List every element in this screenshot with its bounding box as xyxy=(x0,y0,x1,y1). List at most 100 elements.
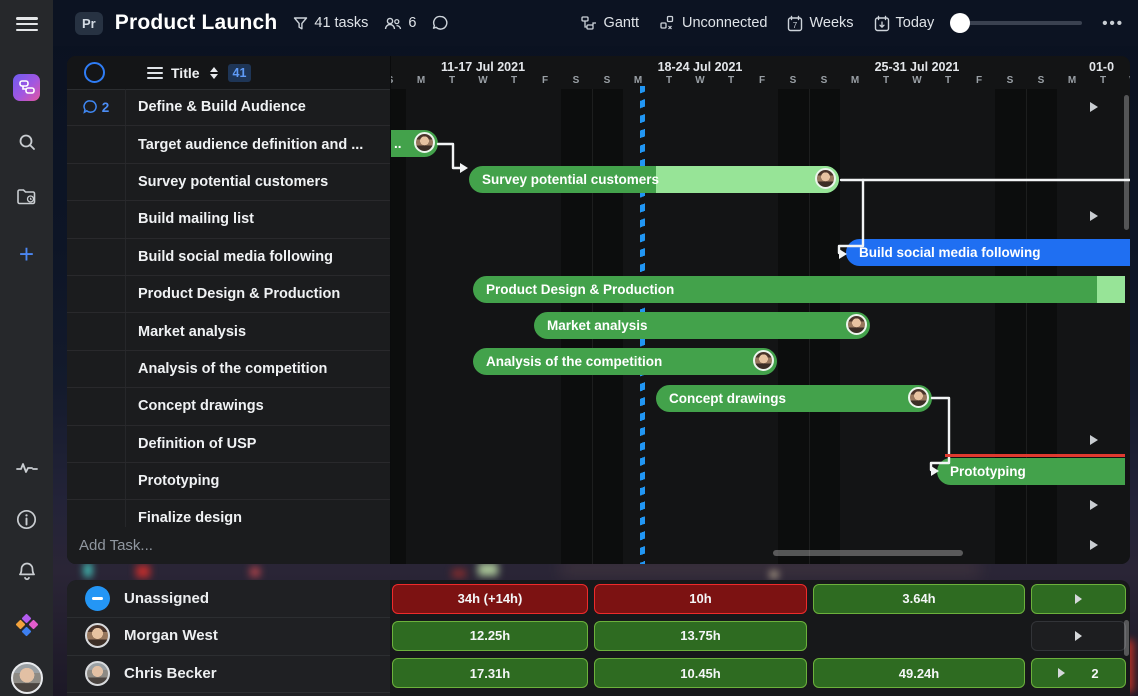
gantt-bar-target-audience[interactable]: .. xyxy=(391,129,438,157)
task-title: Target audience definition and ... xyxy=(138,136,364,153)
unconnected-button[interactable]: Unconnected xyxy=(659,15,767,31)
zoom-weeks-button[interactable]: 7 Weeks xyxy=(787,15,854,32)
sort-icon[interactable] xyxy=(209,66,218,79)
unassigned-minus-icon[interactable] xyxy=(85,586,110,612)
task-row[interactable]: Concept drawings xyxy=(67,388,390,426)
workload-scrollbar[interactable] xyxy=(1124,620,1129,656)
day-letter-label: S xyxy=(572,75,580,86)
task-row[interactable]: Survey potential customers xyxy=(67,163,390,202)
zoom-slider-knob[interactable] xyxy=(950,13,971,33)
workload-hours-cell[interactable]: 49.24h xyxy=(813,658,1025,689)
workload-hours-cell[interactable]: 34h (+14h) xyxy=(392,583,588,614)
task-count-badge: 41 xyxy=(227,63,252,82)
day-letter-label: F xyxy=(975,75,983,86)
search-icon[interactable] xyxy=(0,124,53,161)
timeline-pane[interactable]: 11-17 Jul 2021SMTWTFS18-24 Jul 2021SMTWT… xyxy=(390,56,1130,564)
gantt-bar-product-design-production[interactable]: Product Design & Production xyxy=(473,275,1125,303)
task-title: Build mailing list xyxy=(138,211,255,228)
svg-text:7: 7 xyxy=(793,21,798,30)
list-icon xyxy=(147,66,163,79)
gantt-bar-label: .. xyxy=(394,135,402,151)
zoom-weeks-label: Weeks xyxy=(809,15,854,31)
task-row[interactable]: Market analysis xyxy=(67,313,390,351)
workload-hours-cell[interactable]: 12.25h xyxy=(392,620,588,651)
comments-button[interactable] xyxy=(432,15,449,31)
offscreen-task-arrow[interactable] xyxy=(1090,102,1098,112)
add-task-input[interactable]: Add Task... xyxy=(67,527,390,564)
workload-hours-cell[interactable]: 3.64h xyxy=(813,583,1025,614)
task-row[interactable]: Analysis of the competition xyxy=(67,350,390,389)
task-row-gutter xyxy=(67,163,126,201)
activity-icon[interactable] xyxy=(0,450,53,487)
timeline-zoom-slider[interactable] xyxy=(950,13,1083,33)
task-row[interactable]: Build mailing list xyxy=(67,201,390,239)
task-row[interactable]: Target audience definition and ... xyxy=(67,126,390,164)
gantt-bar-label: Survey potential customers xyxy=(482,172,660,188)
offscreen-task-arrow[interactable] xyxy=(1090,500,1098,510)
app-logo-icon[interactable] xyxy=(0,69,53,106)
task-title: Market analysis xyxy=(138,323,247,340)
gantt-bar-market-analysis[interactable]: Market analysis xyxy=(534,311,870,339)
gantt-bar-prototyping[interactable]: Prototyping xyxy=(937,457,1125,485)
city-light xyxy=(478,563,498,576)
members-button[interactable]: 6 xyxy=(384,15,416,31)
view-gantt-button[interactable]: Gantt xyxy=(580,15,639,31)
task-row-gutter xyxy=(67,313,126,350)
day-letter-label: M xyxy=(1067,75,1077,86)
task-row[interactable]: 2 Define & Build Audience xyxy=(67,89,390,127)
task-row[interactable]: Build social media following xyxy=(67,238,390,276)
hamburger-menu-icon[interactable] xyxy=(0,6,53,43)
add-new-icon[interactable]: + xyxy=(18,238,35,269)
weekend-shading xyxy=(391,89,406,564)
gantt-bar-analysis-of-competition[interactable]: Analysis of the competition xyxy=(473,348,777,376)
vertical-scrollbar[interactable] xyxy=(1124,95,1129,230)
project-badge[interactable]: Pr xyxy=(75,11,103,35)
top-bar: Pr Product Launch 41 tasks 6 Gantt Uncon… xyxy=(53,0,1138,46)
task-title: Prototyping xyxy=(138,473,220,490)
offscreen-task-arrow[interactable] xyxy=(1090,540,1098,550)
ai-sparkle-icon[interactable] xyxy=(0,606,53,643)
city-light xyxy=(452,569,466,578)
workload-person-row[interactable]: Chris Becker xyxy=(67,655,390,693)
offscreen-cell-arrow xyxy=(1058,668,1066,679)
day-letter-label: S xyxy=(820,75,828,86)
task-row[interactable]: Product Design & Production xyxy=(67,275,390,314)
offscreen-task-arrow[interactable] xyxy=(1090,211,1098,221)
task-row[interactable]: Prototyping xyxy=(67,462,390,501)
workload-hours-cell[interactable]: 17.31h xyxy=(392,658,588,689)
day-letter-label: T xyxy=(448,75,456,86)
task-row[interactable]: Definition of USP xyxy=(67,425,390,463)
more-options-icon[interactable]: ••• xyxy=(1102,14,1124,32)
gantt-bar-survey-potential-customers[interactable]: Survey potential customers xyxy=(469,166,839,194)
offscreen-cell-arrow xyxy=(1075,593,1082,604)
notifications-bell-icon[interactable] xyxy=(0,554,53,591)
workload-hours-cell[interactable]: 2 xyxy=(1031,658,1126,689)
week-gridline xyxy=(1025,89,1027,564)
city-light xyxy=(84,563,92,577)
user-avatar[interactable] xyxy=(0,659,53,696)
workload-hours-cell[interactable] xyxy=(1031,583,1126,614)
offscreen-task-arrow[interactable] xyxy=(1090,435,1098,445)
today-button[interactable]: Today xyxy=(874,15,934,32)
weekend-shading xyxy=(994,89,1057,564)
title-column-header[interactable]: Title xyxy=(171,64,200,81)
workload-hours-cell[interactable]: 10.45h xyxy=(594,658,807,689)
bar-progress-remainder xyxy=(656,166,839,194)
bar-progress-remainder xyxy=(1097,275,1125,303)
filter-tasks-button[interactable]: 41 tasks xyxy=(293,15,368,31)
projects-folder-icon[interactable] xyxy=(0,178,53,215)
workload-hours-cell[interactable]: 13.75h xyxy=(594,620,807,651)
gantt-bar-build-social-media-following[interactable]: Build social media following xyxy=(846,239,1130,267)
task-rows: 2 Define & Build Audience Target audience … xyxy=(67,89,390,538)
task-title: Build social media following xyxy=(138,248,333,265)
progress-circle-icon[interactable] xyxy=(84,62,105,83)
offscreen-cell-arrow xyxy=(1075,630,1082,641)
workload-person-row[interactable]: Unassigned xyxy=(67,580,390,619)
assignee-avatar xyxy=(753,350,774,372)
info-icon[interactable] xyxy=(0,501,53,538)
horizontal-scrollbar[interactable] xyxy=(773,550,963,556)
gantt-bar-concept-drawings[interactable]: Concept drawings xyxy=(656,384,932,412)
workload-hours-cell[interactable] xyxy=(1031,620,1126,651)
workload-hours-cell[interactable]: 10h xyxy=(594,583,807,614)
workload-person-row[interactable]: Morgan West xyxy=(67,617,390,656)
